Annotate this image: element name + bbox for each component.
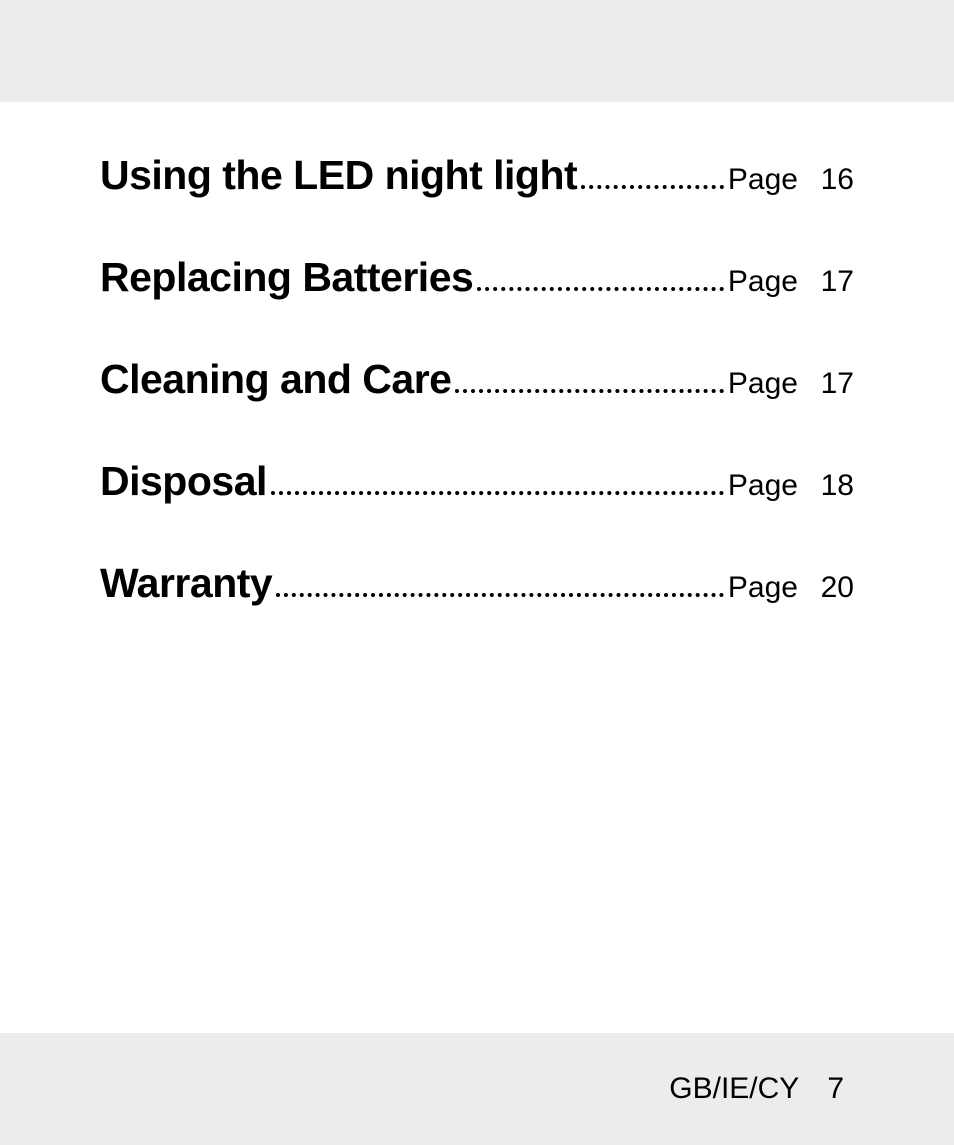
toc-entry: Warranty Page 20	[100, 560, 854, 607]
toc-page-number: 18	[810, 469, 854, 503]
page-footer: GB/IE/CY 7	[0, 1033, 954, 1145]
document-page: Using the LED night light Page 16 Replac…	[0, 102, 954, 1033]
toc-entry: Cleaning and Care Page 17	[100, 356, 854, 403]
toc-page-number: 16	[810, 163, 854, 197]
toc-leader-dots	[271, 491, 724, 495]
toc-page-number: 17	[810, 265, 854, 299]
toc-entry: Disposal Page 18	[100, 458, 854, 505]
toc-title: Warranty	[100, 560, 272, 607]
toc-title: Cleaning and Care	[100, 356, 451, 403]
toc-title: Disposal	[100, 458, 267, 505]
toc-page-label: Page	[728, 571, 798, 605]
toc-page-label: Page	[728, 265, 798, 299]
toc-page-number: 20	[810, 571, 854, 605]
toc-page-label: Page	[728, 469, 798, 503]
toc-leader-dots	[455, 389, 723, 393]
footer-region-code: GB/IE/CY	[669, 1072, 799, 1106]
toc-leader-dots	[581, 185, 724, 189]
toc-entry: Using the LED night light Page 16	[100, 152, 854, 199]
toc-page-label: Page	[728, 163, 798, 197]
toc-page-label: Page	[728, 367, 798, 401]
toc-leader-dots	[276, 593, 724, 597]
toc-title: Using the LED night light	[100, 152, 577, 199]
toc-leader-dots	[477, 287, 724, 291]
footer-page-number: 7	[827, 1072, 844, 1106]
toc-entry: Replacing Batteries Page 17	[100, 254, 854, 301]
toc-title: Replacing Batteries	[100, 254, 473, 301]
toc-page-number: 17	[810, 367, 854, 401]
